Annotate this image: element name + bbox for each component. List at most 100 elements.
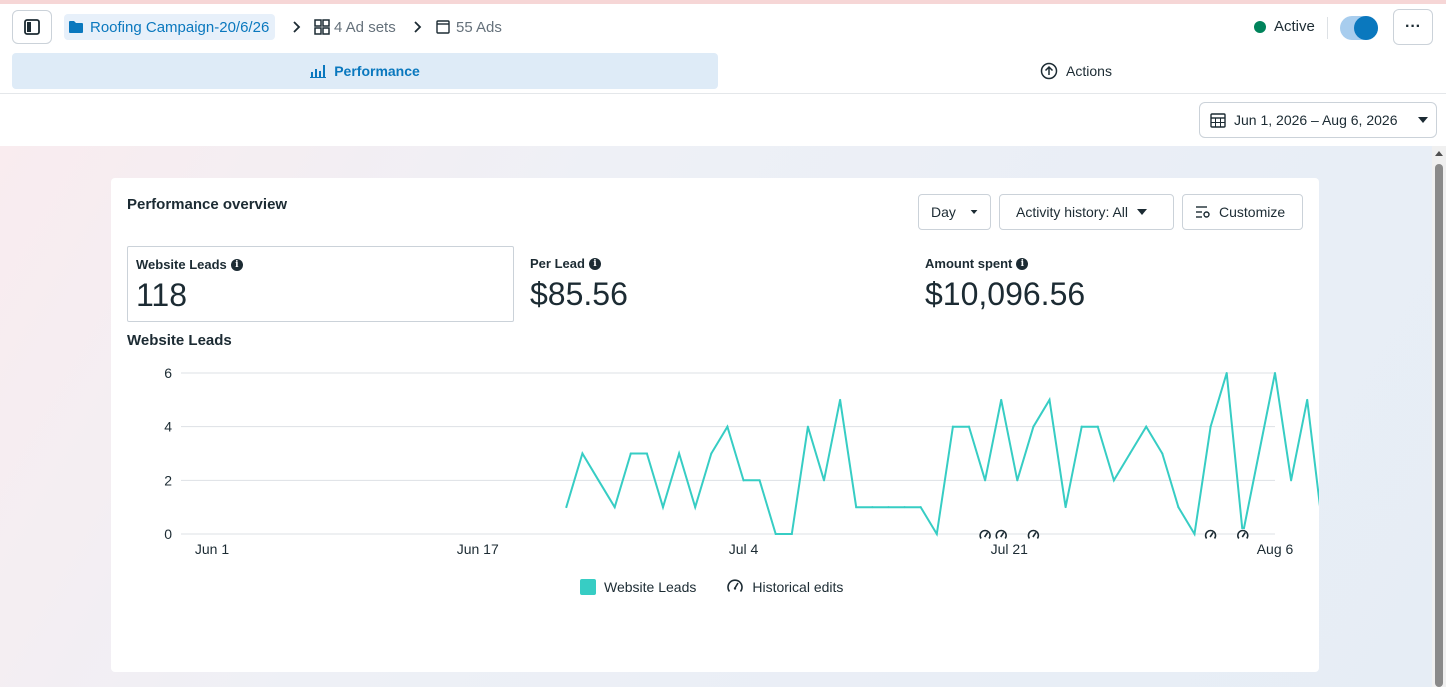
caret-down-icon [970, 209, 978, 215]
data-point [1129, 452, 1132, 455]
x-tick-label: Jun 1 [195, 541, 229, 557]
campaign-name: Roofing Campaign-20/6/26 [90, 18, 270, 36]
data-point [855, 506, 858, 509]
folder-icon [69, 21, 83, 33]
date-range-picker[interactable]: Jun 1, 2026 – Aug 6, 2026 [1199, 102, 1437, 138]
data-point [839, 398, 842, 401]
scrollbar[interactable] [1432, 146, 1446, 687]
customize-button[interactable]: Customize [1182, 194, 1303, 230]
data-point [1112, 479, 1115, 482]
top-bar: Roofing Campaign-20/6/26 4 Ad sets 55 Ad… [0, 4, 1446, 50]
x-tick-label: Aug 6 [1257, 541, 1294, 557]
data-point [726, 425, 729, 428]
info-icon[interactable]: i [230, 258, 243, 271]
activity-label: Activity history: All [1016, 204, 1129, 220]
data-point [823, 479, 826, 482]
more-icon: ··· [1405, 18, 1421, 35]
data-point [1193, 533, 1196, 535]
ads-label: 55 Ads [456, 18, 502, 36]
tab-actions[interactable]: Actions [718, 53, 1434, 89]
upload-circle-icon [1040, 62, 1058, 80]
bar-chart-icon [310, 65, 327, 78]
series-line-website-leads [565, 372, 1319, 537]
info-icon[interactable]: i [588, 257, 601, 270]
y-tick-label: 2 [164, 472, 172, 488]
sidebar-icon [24, 19, 40, 35]
tab-performance[interactable]: Performance [12, 53, 718, 89]
caret-down-icon [1137, 209, 1148, 215]
historical-edit-marker[interactable] [1027, 529, 1040, 541]
data-point [984, 479, 987, 482]
data-point [935, 533, 938, 535]
website-leads-chart: 0 2 4 6 Jun 1 Jun 17 Jul 4 Jul 21 Aug 6 [164, 365, 1319, 557]
data-point [887, 506, 890, 509]
metric-card-amount-spent[interactable]: Amount spent i $10,096.56 [917, 246, 1297, 322]
legend-swatch [580, 579, 596, 595]
metric-card-per-lead[interactable]: Per Lead i $85.56 [522, 246, 902, 322]
ad-icon [436, 20, 450, 34]
data-point [1096, 425, 1099, 428]
data-point [645, 452, 648, 455]
top-accent-line [0, 0, 1446, 4]
more-options-button[interactable]: ··· [1393, 9, 1433, 45]
metric-card-website-leads[interactable]: Website Leads i 118 [127, 246, 514, 322]
info-icon[interactable]: i [1016, 257, 1029, 270]
tab-actions-label: Actions [1066, 63, 1112, 79]
data-point [1290, 479, 1293, 482]
date-range-label: Jun 1, 2026 – Aug 6, 2026 [1234, 112, 1398, 128]
historical-edit-marker[interactable] [979, 529, 992, 541]
metric-value: $85.56 [530, 276, 628, 312]
data-point [1080, 425, 1083, 428]
granularity-dropdown[interactable]: Day [918, 194, 991, 230]
campaign-toggle[interactable] [1340, 16, 1378, 40]
data-point [1000, 398, 1003, 401]
data-point [903, 506, 906, 509]
y-tick-label: 6 [164, 365, 172, 381]
legend-label: Website Leads [604, 579, 697, 595]
tab-performance-label: Performance [334, 63, 420, 79]
metric-value: 118 [136, 277, 188, 313]
breadcrumb-adsets[interactable]: 4 Ad sets [314, 14, 396, 40]
divider [0, 93, 1446, 94]
data-point [1048, 398, 1051, 401]
campaign-status: Active [1254, 18, 1315, 35]
scrollbar-thumb[interactable] [1435, 164, 1443, 687]
historical-edit-marker[interactable] [1236, 529, 1249, 541]
activity-history-dropdown[interactable]: Activity history: All [999, 194, 1174, 230]
adsets-label: 4 Ad sets [334, 18, 396, 36]
data-point [710, 452, 713, 455]
data-point [1274, 372, 1276, 374]
data-point [613, 506, 616, 509]
sidebar-toggle-button[interactable] [12, 10, 52, 44]
legend-item-historical-edits[interactable]: Historical edits [726, 578, 843, 596]
chevron-right-icon [412, 14, 424, 40]
breadcrumb-campaign[interactable]: Roofing Campaign-20/6/26 [64, 14, 276, 40]
historical-edit-marker[interactable] [995, 529, 1008, 541]
data-point [1064, 506, 1067, 509]
y-tick-label: 4 [164, 419, 172, 435]
data-point [629, 452, 632, 455]
data-point [565, 506, 568, 509]
data-point [1209, 425, 1212, 428]
card-title: Performance overview [127, 196, 288, 213]
legend-item-website-leads[interactable]: Website Leads [580, 579, 696, 595]
data-point [1177, 506, 1180, 509]
calendar-icon [1210, 113, 1226, 128]
data-point [1306, 398, 1309, 401]
data-point [871, 506, 874, 509]
breadcrumb-ads[interactable]: 55 Ads [436, 14, 502, 40]
data-point [1016, 479, 1019, 482]
customize-icon [1196, 206, 1210, 218]
data-point [1225, 372, 1228, 374]
x-tick-label: Jun 17 [457, 541, 499, 557]
performance-overview-card: Performance overview Day Activity histor… [111, 178, 1319, 672]
data-point [661, 506, 664, 509]
legend-label: Historical edits [752, 579, 844, 595]
chevron-right-icon [291, 14, 303, 40]
x-tick-label: Jul 4 [729, 541, 759, 557]
caret-down-icon [1418, 117, 1429, 123]
data-point [1161, 452, 1164, 455]
historical-edit-marker[interactable] [1204, 529, 1217, 541]
status-label: Active [1274, 18, 1315, 35]
data-point [758, 479, 761, 482]
